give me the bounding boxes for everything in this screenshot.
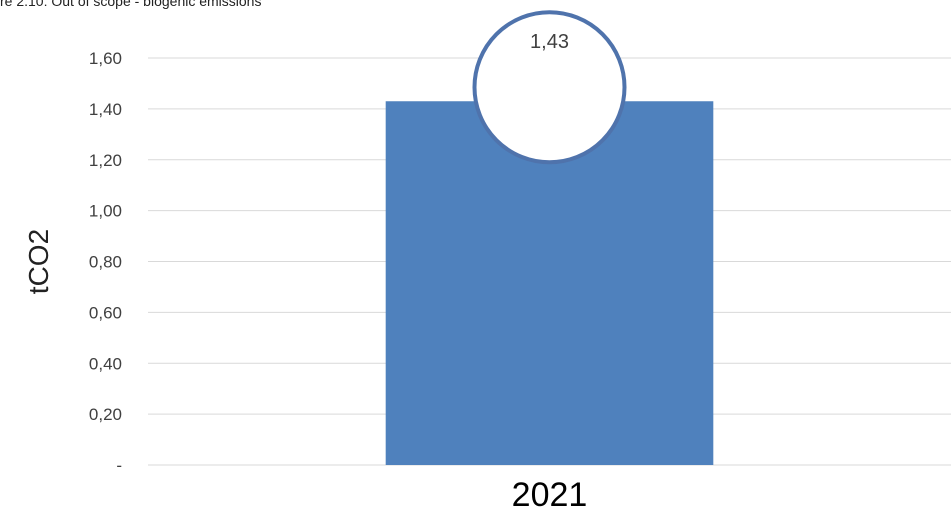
data-label: 1,43 (530, 31, 569, 53)
y-tick-label: - (116, 456, 122, 475)
y-tick-label: 1,00 (89, 202, 122, 221)
y-tick-label: 0,20 (89, 405, 122, 424)
y-tick-label: 0,40 (89, 354, 122, 373)
chart-title: re 2.10: Out of scope - biogenic emissio… (0, 0, 262, 9)
data-labels: 1,43 (472, 10, 627, 165)
y-axis-ticks: - 0,20 0,40 0,60 0,80 1,00 1,20 1,40 1,60 (89, 49, 122, 475)
y-tick-label: 0,80 (89, 253, 122, 272)
gridlines (148, 57, 951, 466)
y-tick-label: 1,60 (89, 49, 122, 68)
data-label-bubble (472, 10, 627, 165)
x-category-label: 2021 (512, 476, 588, 508)
y-tick-label: 0,60 (89, 303, 122, 322)
y-tick-label: 1,20 (89, 151, 122, 170)
y-axis-label: tCO2 (23, 229, 54, 294)
x-axis-categories: 2021 (512, 476, 588, 508)
y-tick-label: 1,40 (89, 100, 122, 119)
